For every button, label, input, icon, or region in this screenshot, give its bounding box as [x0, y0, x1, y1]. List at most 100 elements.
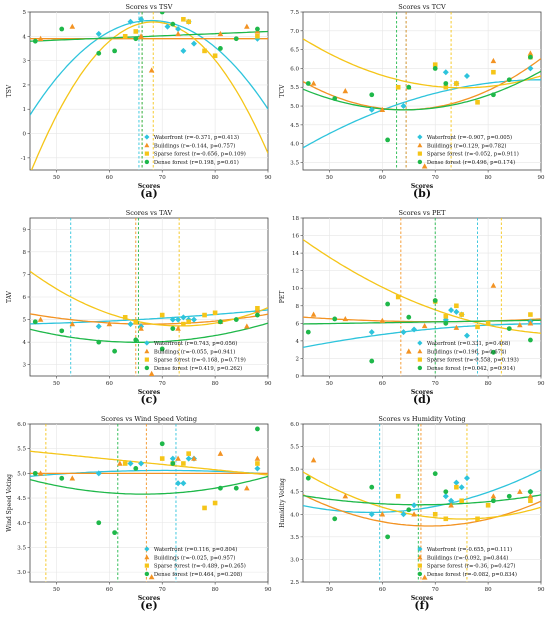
data-point	[432, 298, 438, 303]
data-point	[369, 92, 375, 98]
data-point	[138, 33, 144, 39]
legend-label: Sparse forest (r=-0.052, p=0.911)	[427, 151, 519, 158]
data-point	[180, 47, 187, 54]
data-point	[175, 316, 182, 323]
x-tick-label: 50	[53, 381, 60, 387]
data-point	[138, 460, 145, 467]
data-point	[442, 69, 449, 76]
legend-marker	[144, 563, 149, 568]
data-point	[475, 99, 480, 105]
legend-label: Dense forest (r=0.496, p=0.174)	[427, 159, 515, 166]
data-point	[448, 502, 454, 508]
data-point	[527, 320, 534, 326]
chart-title: Scores vs PET	[399, 209, 447, 217]
data-point	[490, 57, 497, 64]
y-tick-label: 3.5	[17, 545, 26, 551]
data-point	[490, 282, 497, 288]
data-point	[421, 163, 428, 169]
legend-label: Dense forest (r=0.419, p=0.262)	[154, 365, 242, 372]
y-tick-label: 5.0	[290, 104, 299, 110]
x-tick-label: 70	[432, 587, 439, 593]
data-point	[69, 23, 76, 29]
data-point	[405, 348, 412, 354]
legend-label: Buildings (r=-0.144, p=0.757)	[154, 142, 235, 149]
data-point	[180, 314, 187, 321]
x-tick-label: 80	[485, 381, 492, 387]
data-point	[527, 65, 534, 72]
legend-marker	[144, 159, 150, 165]
y-tick-label: 16	[292, 234, 299, 240]
y-tick-label: 5.5	[17, 447, 26, 453]
data-point	[385, 534, 391, 540]
legend-marker	[417, 134, 423, 140]
data-point	[310, 80, 317, 86]
data-point	[400, 511, 407, 518]
x-tick-label: 80	[212, 587, 219, 593]
data-point	[190, 40, 197, 47]
data-point	[385, 301, 391, 307]
chart-panel: 50 60 70 80 90 3.5 4.0 4.5 5.0 5.5 6.0 6.5 7.0 7.5 Sco…	[279, 3, 545, 200]
data-point	[217, 30, 224, 37]
x-tick-label: 80	[212, 175, 219, 181]
data-point	[454, 303, 459, 309]
y-tick-label: 6	[296, 321, 300, 327]
data-point	[218, 319, 223, 325]
data-point	[138, 16, 145, 23]
data-point	[233, 36, 239, 42]
x-axis-label: Scores	[411, 389, 434, 396]
data-point	[432, 62, 438, 67]
data-point	[305, 81, 311, 86]
data-point	[432, 66, 438, 71]
data-point	[133, 337, 139, 343]
plot-area	[303, 218, 541, 376]
legend-label: Dense forest (r=0.198, p=0.61)	[154, 159, 239, 166]
y-tick-label: 7.0	[290, 29, 299, 35]
plot-frame	[302, 423, 542, 583]
y-tick-label: 3	[23, 59, 27, 65]
fit-curve-dense-forest	[30, 30, 268, 42]
y-tick-label: 12	[292, 269, 299, 275]
data-point	[37, 316, 44, 322]
data-point	[164, 23, 171, 30]
data-point	[202, 312, 207, 318]
data-point	[32, 319, 38, 325]
legend-marker	[144, 554, 150, 560]
panel-label: (a)	[140, 187, 158, 200]
data-point	[138, 325, 144, 331]
legend-marker	[144, 365, 150, 371]
data-point	[112, 348, 118, 354]
data-point	[310, 457, 317, 463]
data-point	[95, 470, 102, 477]
y-tick-label: 4.5	[290, 490, 299, 496]
y-tick-label: 7.5	[290, 10, 299, 16]
data-point	[527, 50, 534, 56]
y-tick-label: 5.5	[290, 85, 299, 91]
y-tick-label: 3.5	[290, 160, 299, 166]
data-point	[442, 493, 449, 500]
legend-label: Buildings (r=0.129, p=0.782)	[427, 142, 507, 149]
x-tick-label: 50	[326, 587, 333, 593]
data-point	[506, 77, 512, 83]
x-tick-label: 50	[326, 381, 333, 387]
data-point	[305, 329, 311, 335]
data-point	[218, 485, 223, 491]
legend-marker	[417, 554, 423, 560]
data-point	[400, 103, 407, 110]
data-point	[517, 322, 523, 328]
chart-panel: 50 60 70 80 90 -1 0 1 2 3 4 5 Scores vs TSV Scores TSV…	[6, 3, 272, 200]
x-axis-label: Scores	[138, 389, 161, 396]
data-point	[159, 312, 165, 318]
data-point	[400, 329, 407, 336]
chart-title: Scores vs TSV	[126, 3, 173, 11]
data-point	[255, 461, 260, 466]
data-point	[490, 493, 497, 499]
fit-curve-sparse-forest	[303, 38, 541, 89]
data-point	[528, 312, 533, 317]
data-point	[475, 324, 480, 330]
y-tick-label: 9	[23, 227, 27, 233]
data-point	[217, 450, 224, 456]
data-point	[453, 308, 460, 315]
data-point	[342, 315, 349, 322]
legend-marker	[144, 348, 150, 354]
chart-title: Scores vs Humidity Voting	[378, 415, 465, 423]
